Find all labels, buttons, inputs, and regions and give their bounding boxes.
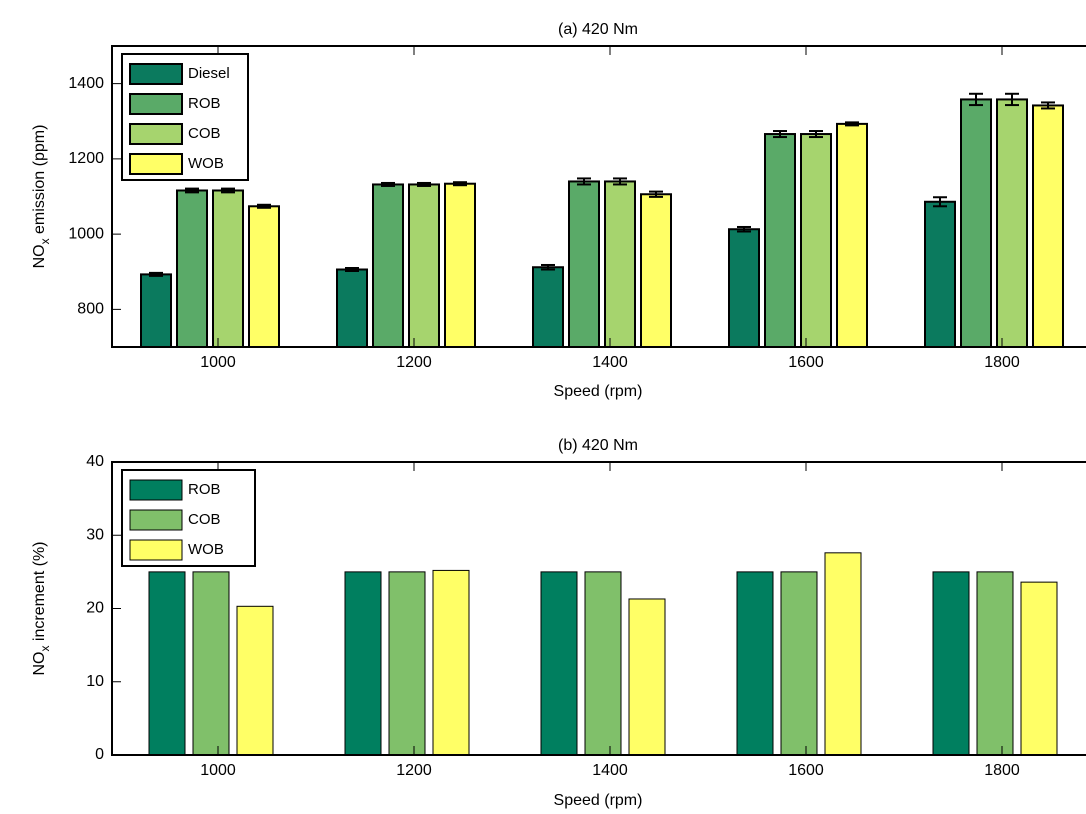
y-axis-label: NOx increment (%) [31,541,52,675]
plot-frame [111,461,1086,756]
bar [604,180,636,348]
bar [344,571,382,756]
y-axis-label-part: x [38,238,52,244]
bar [532,266,564,348]
bar [1020,581,1058,756]
y-tick-label: 30 [86,526,104,543]
chart: (b) 420 Nm Speed (rpm) NOx increment (%) 0 1… [31,437,1086,809]
bar [1032,104,1064,349]
legend-label: WOB [188,155,224,172]
bar [336,268,368,348]
bar [236,605,274,756]
plot-frame [111,45,1086,348]
x-axis-label: Speed (rpm) [554,792,643,809]
x-tick-label: 1800 [984,762,1020,779]
y-tick-label: 800 [77,301,104,318]
bar [568,180,600,348]
legend-swatch [129,539,183,561]
legend-swatch [129,153,183,175]
bar [388,571,426,756]
chart-title: (a) 420 Nm [558,21,638,38]
legend-swatch [129,509,183,531]
chart-title: (b) 420 Nm [558,437,638,454]
y-tick-label: 40 [86,453,104,470]
bar [372,183,404,348]
legend-swatch [129,479,183,501]
bar [248,205,280,348]
x-tick-label: 1200 [396,762,432,779]
bar [764,133,796,348]
y-tick-label: 0 [95,746,104,763]
bar [444,182,476,348]
legend-label: COB [188,125,221,142]
bar [584,571,622,756]
bar [628,598,666,756]
bar [836,122,868,349]
bar [212,189,244,348]
bar [736,571,774,756]
legend-label: Diesel [188,65,230,82]
bar [540,571,578,756]
x-axis-label: Speed (rpm) [554,383,643,400]
bar [192,571,230,756]
legend-label: ROB [188,95,221,112]
y-tick-label: 20 [86,600,104,617]
x-tick-label: 1800 [984,354,1020,371]
y-tick-label: 1200 [68,150,104,167]
bar [960,98,992,348]
bar [824,552,862,756]
x-tick-label: 1200 [396,354,432,371]
y-axis-label-part: increment (%) [31,541,48,645]
x-tick-label: 1600 [788,762,824,779]
bar [140,273,172,349]
bar [800,133,832,348]
y-tick-label: 10 [86,673,104,690]
legend-label: WOB [188,541,224,558]
bar [780,571,818,756]
bar [432,569,470,756]
legend-label: COB [188,511,221,528]
y-axis-label: NOx emission (ppm) [31,125,52,269]
x-tick-label: 1000 [200,762,236,779]
y-axis-label-part: NO [31,244,48,268]
y-axis-label-part: emission (ppm) [31,125,48,239]
bar [924,200,956,348]
bar [976,571,1014,756]
bar [728,228,760,348]
bar [176,189,208,348]
y-tick-label: 1400 [68,75,104,92]
x-tick-label: 1600 [788,354,824,371]
legend-swatch [129,63,183,85]
legend-swatch [129,123,183,145]
bar [996,98,1028,348]
bar [640,193,672,348]
bar [408,183,440,348]
legend-swatch [129,93,183,115]
legend-label: ROB [188,481,221,498]
x-tick-label: 1400 [592,762,628,779]
x-tick-label: 1000 [200,354,236,371]
y-axis-label-part: NO [31,652,48,676]
bar [148,571,186,756]
chart: (a) 420 Nm Speed (rpm) NOx emission (ppm) 8… [31,21,1086,400]
y-axis-label-part: x [38,646,52,652]
bar [932,571,970,756]
y-tick-label: 1000 [68,225,104,242]
x-tick-label: 1400 [592,354,628,371]
